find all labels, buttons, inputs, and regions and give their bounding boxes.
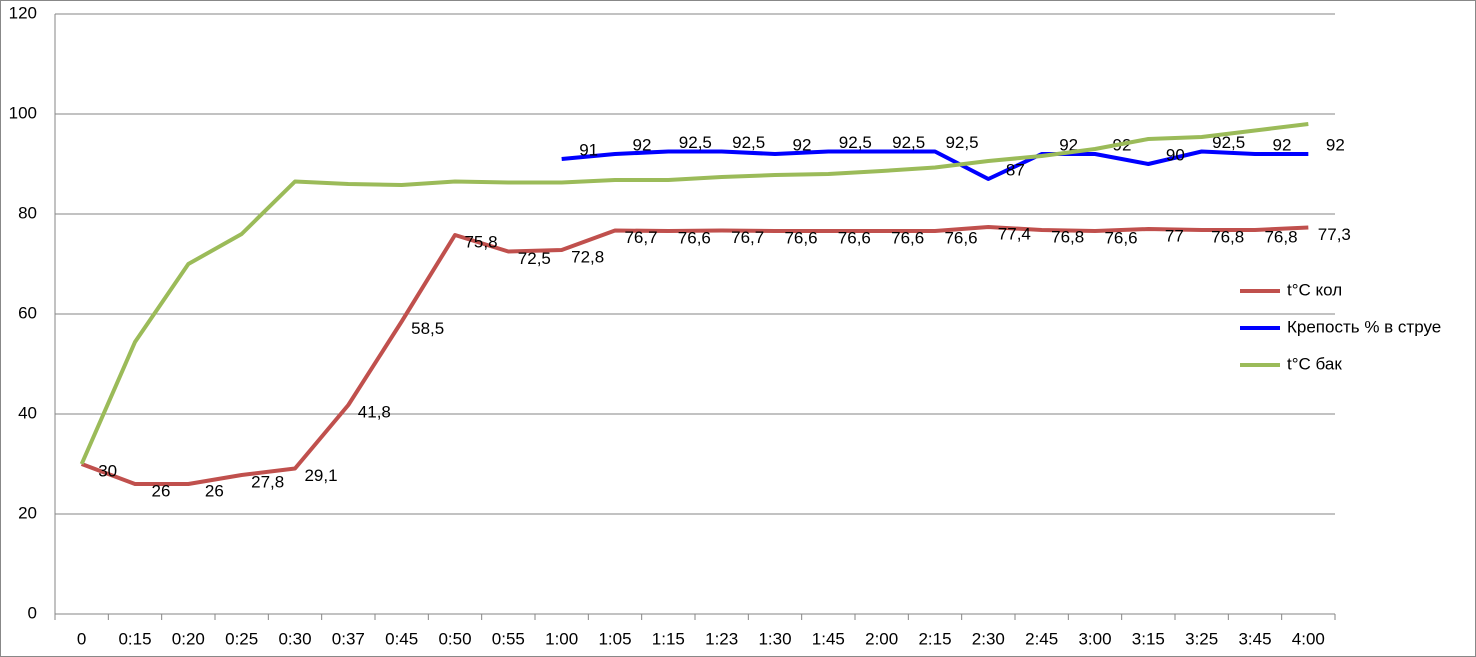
- data-label: 87: [1006, 160, 1025, 179]
- legend-label: Крепость % в струе: [1287, 317, 1441, 336]
- data-label: 77: [1165, 226, 1184, 245]
- x-tick-label: 0:37: [332, 629, 365, 648]
- data-label: 92,5: [945, 133, 978, 152]
- data-label: 92: [1326, 135, 1345, 154]
- y-tick-label: 100: [9, 103, 37, 122]
- x-tick-label: 0:15: [118, 629, 151, 648]
- data-label: 76,7: [731, 228, 764, 247]
- data-label: 92,5: [892, 133, 925, 152]
- x-tick-label: 2:30: [972, 629, 1005, 648]
- data-label: 92: [633, 135, 652, 154]
- x-tick-label: 0:45: [385, 629, 418, 648]
- data-label: 92,5: [839, 133, 872, 152]
- x-tick-label: 0:20: [172, 629, 205, 648]
- data-label: 76,7: [624, 228, 657, 247]
- data-label: 76,8: [1264, 227, 1297, 246]
- y-tick-label: 0: [28, 603, 37, 622]
- data-label: 76,8: [1051, 227, 1084, 246]
- x-tick-label: 1:45: [812, 629, 845, 648]
- data-label: 92,5: [1212, 133, 1245, 152]
- series-line: [80, 225, 1309, 486]
- data-label: 92: [793, 135, 812, 154]
- data-label: 92: [1059, 135, 1078, 154]
- data-label: 76,6: [891, 228, 924, 247]
- data-label: 27,8: [251, 472, 284, 491]
- data-label: 26: [152, 481, 171, 500]
- x-tick-label: 1:00: [545, 629, 578, 648]
- x-tick-label: 2:45: [1025, 629, 1058, 648]
- data-label: 92: [1273, 135, 1292, 154]
- data-label: 77,3: [1318, 225, 1351, 244]
- data-label: 26: [205, 481, 224, 500]
- x-tick-label: 0:30: [278, 629, 311, 648]
- x-tick-label: 0:55: [492, 629, 525, 648]
- data-label: 91: [579, 140, 598, 159]
- legend-label: t°C бак: [1287, 354, 1342, 373]
- data-label: 92,5: [679, 133, 712, 152]
- data-label: 72,8: [571, 247, 604, 266]
- y-tick-label: 40: [18, 403, 37, 422]
- x-tick-label: 0: [77, 629, 86, 648]
- data-label: 30: [98, 461, 117, 480]
- data-label: 29,1: [304, 466, 337, 485]
- data-label: 75,8: [464, 232, 497, 251]
- data-label: 76,6: [1104, 228, 1137, 247]
- x-tick-label: 1:30: [758, 629, 791, 648]
- data-label: 77,4: [998, 224, 1031, 243]
- x-tick-label: 2:15: [918, 629, 951, 648]
- data-label: 76,6: [944, 228, 977, 247]
- y-tick-label: 80: [18, 203, 37, 222]
- legend-label: t°C кол: [1287, 280, 1342, 299]
- data-label: 41,8: [358, 402, 391, 421]
- x-tick-label: 1:05: [598, 629, 631, 648]
- data-label: 90: [1166, 145, 1185, 164]
- data-label: 92,5: [732, 133, 765, 152]
- data-label: 76,6: [838, 228, 871, 247]
- x-tick-label: 3:00: [1078, 629, 1111, 648]
- x-tick-label: 1:23: [705, 629, 738, 648]
- x-tick-label: 2:00: [865, 629, 898, 648]
- x-tick-label: 3:15: [1132, 629, 1165, 648]
- data-label: 76,8: [1211, 227, 1244, 246]
- x-tick-label: 3:45: [1238, 629, 1271, 648]
- data-label: 76,6: [678, 228, 711, 247]
- data-label: 58,5: [411, 319, 444, 338]
- data-label: 72,5: [518, 249, 551, 268]
- y-tick-label: 60: [18, 303, 37, 322]
- data-label: 76,6: [784, 228, 817, 247]
- x-tick-label: 4:00: [1292, 629, 1325, 648]
- y-tick-label: 20: [18, 503, 37, 522]
- x-tick-label: 1:15: [652, 629, 685, 648]
- x-tick-label: 0:50: [438, 629, 471, 648]
- x-tick-label: 0:25: [225, 629, 258, 648]
- series-line: [561, 149, 1309, 181]
- x-tick-label: 3:25: [1185, 629, 1218, 648]
- series-line: [79, 122, 1309, 465]
- y-tick-label: 120: [9, 3, 37, 22]
